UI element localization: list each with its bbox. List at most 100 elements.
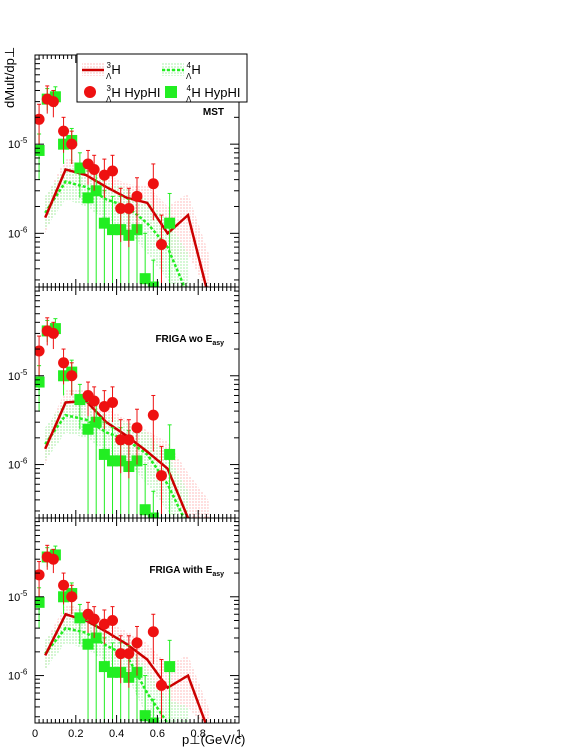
data4-point [74, 394, 86, 406]
data4-point [35, 376, 45, 388]
legend-label: 3 ΛH [106, 61, 121, 81]
data4-point [139, 710, 151, 722]
data3-point [147, 626, 159, 638]
data4-point [90, 185, 102, 197]
data3-point [155, 238, 167, 250]
panel-2: 10-5 10-6 FRIGA wo Easy [8, 286, 240, 519]
model3-band [45, 604, 209, 723]
x-tick-label: 0.4 [109, 728, 124, 740]
data4-point [35, 596, 45, 608]
legend-entry: 3 ΛH [82, 61, 121, 81]
model4-band [45, 399, 188, 518]
panel-1: 10-5 10-6 MST [8, 54, 240, 288]
panel-3: 10-5 10-6 FRIGA with Easy [8, 517, 240, 724]
data3-point [155, 470, 167, 482]
data4-point [90, 632, 102, 644]
panel-label: MST [203, 107, 224, 118]
y-tick-label: 10-6 [8, 225, 28, 240]
legend-label: 4 ΛH [186, 61, 201, 81]
data3-point [47, 327, 59, 339]
x-tick-label: 0 [32, 728, 38, 740]
data3-point [35, 569, 45, 581]
data4-point [74, 162, 86, 174]
data3-point [107, 397, 119, 408]
legend-label: 3 ΛH HypHI [106, 84, 160, 104]
data3-point [88, 395, 100, 407]
data4-point [98, 448, 110, 460]
x-tick-label: 0.2 [68, 728, 83, 740]
x-tick-label: 1 [236, 728, 242, 740]
data3-point [66, 370, 78, 382]
data3-point [131, 637, 143, 649]
data4-point [107, 224, 119, 236]
data3-point [98, 169, 110, 181]
legend-entry: 3 ΛH HypHI [84, 84, 160, 104]
data3-point [115, 648, 127, 660]
legend-swatch-marker [84, 86, 96, 98]
data3-point [131, 422, 143, 434]
data3-point [123, 202, 135, 214]
data3-point [98, 401, 110, 413]
legend-swatch-marker [165, 86, 177, 98]
y-axis-title: dMult/dp⊥ [2, 47, 17, 108]
data3-point [58, 579, 70, 591]
data4-point [90, 416, 102, 428]
model4-line [44, 626, 172, 723]
data4-point [107, 666, 119, 678]
x-tick-label: 0.6 [150, 728, 165, 740]
model3-line [44, 167, 208, 287]
data3-point [147, 409, 159, 421]
data3-point [155, 679, 167, 691]
data4-point [107, 455, 119, 467]
data4-point [74, 612, 86, 624]
data3-point [123, 434, 135, 446]
data3-point [88, 613, 100, 625]
data3-point [115, 202, 127, 214]
data3-point [66, 591, 78, 603]
data3-point [147, 178, 159, 190]
data4-point [139, 504, 151, 516]
data3-point [107, 165, 119, 177]
y-tick-label: 10-6 [8, 457, 28, 472]
plot-area [35, 85, 209, 287]
data4-point [82, 192, 94, 204]
data3-point [115, 434, 127, 446]
model4-band [45, 166, 188, 287]
legend: 3 ΛH 4 ΛH 3 ΛH HypHI 4 ΛH HypHI [76, 53, 248, 104]
data4-point [98, 661, 110, 673]
data3-point [35, 113, 45, 125]
plot-area [35, 544, 209, 723]
data3-point [35, 345, 45, 357]
x-tick-label: 0.8 [191, 728, 206, 740]
legend-label: 4 ΛH HypHI [186, 84, 240, 104]
x-tick-labels: 0 0.2 0.4 0.6 0.8 1 [32, 728, 242, 740]
y-tick-label: 10-6 [8, 668, 28, 683]
data3-point [66, 138, 78, 150]
data3-point [107, 615, 119, 626]
x-axis-title: p⊥(GeV/c) [182, 732, 245, 747]
data3-point [47, 96, 59, 108]
data3-point [131, 190, 143, 202]
plot-area [35, 317, 209, 518]
legend-entry: 4 ΛH HypHI [165, 84, 240, 104]
data4-point [82, 638, 94, 650]
data4-point [164, 661, 176, 673]
data4-point [82, 423, 94, 435]
data3-point [123, 648, 135, 660]
data4-point [35, 144, 45, 156]
y-tick-label: 10-5 [8, 136, 28, 151]
data3-point [47, 553, 59, 565]
y-tick-label: 10-5 [8, 589, 28, 604]
panels-group: 10-5 10-6 MST 10-5 10-6 FRIGA wo Easy 10-5 10-6… [8, 54, 240, 724]
data4-point [98, 217, 110, 229]
panel-label: FRIGA with Easy [149, 565, 224, 578]
panel-label: FRIGA wo Easy [155, 334, 224, 347]
data4-point [139, 273, 151, 285]
data4-point [164, 448, 176, 460]
data3-point [88, 163, 100, 175]
data3-point [58, 125, 70, 137]
data3-point [58, 357, 70, 369]
model4-band [45, 615, 188, 723]
y-tick-label: 10-5 [8, 368, 28, 383]
